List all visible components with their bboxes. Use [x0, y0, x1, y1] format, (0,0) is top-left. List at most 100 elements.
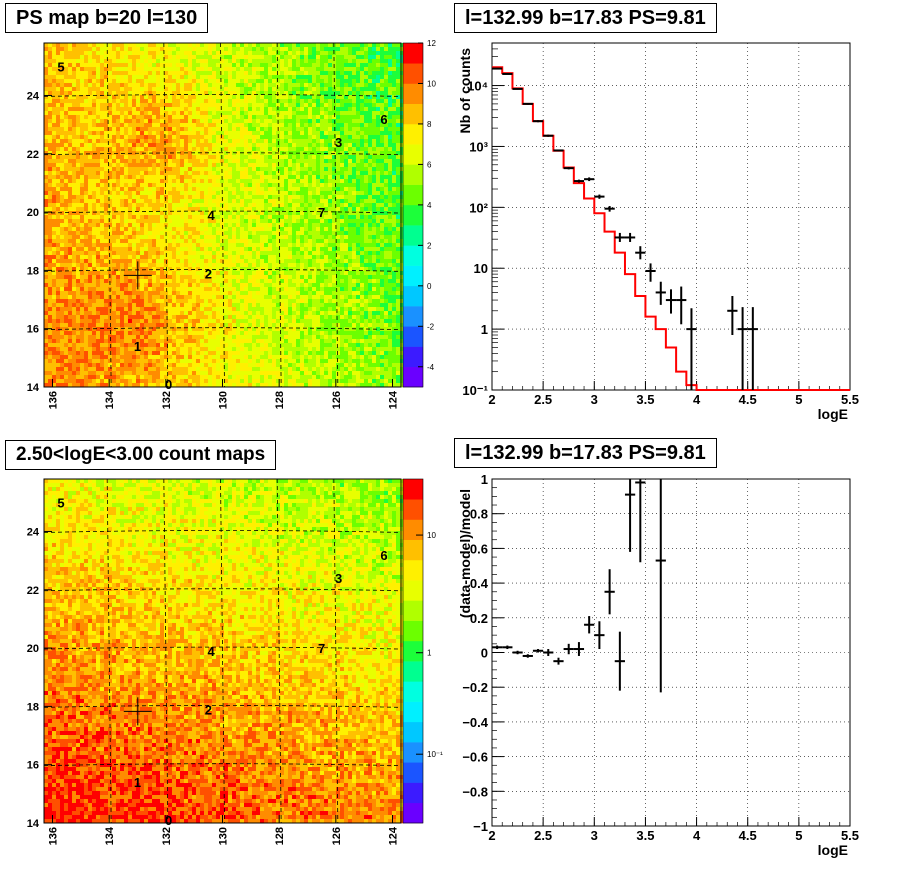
map-cell — [320, 239, 325, 244]
map-cell — [196, 67, 201, 72]
map-cell — [140, 83, 145, 88]
map-cell — [152, 247, 157, 252]
map-cell — [400, 175, 405, 180]
map-cell — [84, 83, 89, 88]
map-cell — [100, 123, 105, 128]
map-cell — [388, 75, 393, 80]
map-cell — [76, 71, 81, 76]
map-cell — [392, 107, 397, 112]
map-cell — [124, 99, 129, 104]
map-cell — [316, 183, 321, 188]
map-cell — [180, 107, 185, 112]
map-cell — [252, 207, 257, 212]
map-cell — [176, 227, 181, 232]
map-cell — [292, 211, 297, 216]
map-cell — [264, 179, 269, 184]
map-cell — [224, 191, 229, 196]
map-cell — [236, 127, 241, 132]
map-cell — [316, 91, 321, 96]
map-cell — [64, 199, 69, 204]
map-cell — [132, 59, 137, 64]
map-cell — [288, 219, 293, 224]
map-cell — [72, 167, 77, 172]
map-cell — [148, 179, 153, 184]
map-cell — [392, 219, 397, 224]
map-cell — [268, 215, 273, 220]
map-cell — [296, 55, 301, 60]
map-cell — [368, 251, 373, 256]
map-cell — [136, 207, 141, 212]
map-cell — [116, 231, 121, 236]
map-cell — [296, 131, 301, 136]
map-cell — [164, 75, 169, 80]
map-cell — [356, 187, 361, 192]
map-cell — [160, 207, 165, 212]
map-cell — [312, 83, 317, 88]
map-cell — [356, 43, 361, 48]
map-cell — [236, 195, 241, 200]
map-cell — [176, 127, 181, 132]
map-cell — [56, 115, 61, 120]
map-cell — [384, 55, 389, 60]
map-cell — [96, 79, 101, 84]
map-cell — [356, 219, 361, 224]
map-cell — [132, 243, 137, 248]
map-cell — [160, 183, 165, 188]
map-cell — [316, 203, 321, 208]
map-cell — [332, 147, 337, 152]
map-cell — [216, 175, 221, 180]
map-cell — [84, 195, 89, 200]
map-cell — [216, 219, 221, 224]
map-cell — [140, 59, 145, 64]
map-cell — [260, 55, 265, 60]
map-cell — [100, 223, 105, 228]
map-cell — [172, 67, 177, 72]
map-cell — [200, 135, 205, 140]
map-cell — [132, 207, 137, 212]
map-cell — [44, 175, 49, 180]
map-cell — [108, 195, 113, 200]
map-cell — [352, 171, 357, 176]
map-cell — [88, 75, 93, 80]
map-cell — [296, 119, 301, 124]
map-cell — [388, 47, 393, 52]
map-cell — [252, 107, 257, 112]
map-cell — [196, 211, 201, 216]
map-cell — [332, 111, 337, 116]
map-cell — [316, 227, 321, 232]
map-cell — [212, 159, 217, 164]
map-cell — [392, 131, 397, 136]
map-cell — [200, 131, 205, 136]
map-cell — [200, 147, 205, 152]
map-cell — [248, 83, 253, 88]
map-cell — [52, 227, 57, 232]
map-cell — [368, 191, 373, 196]
map-cell — [224, 139, 229, 144]
map-cell — [308, 223, 313, 228]
map-cell — [116, 99, 121, 104]
map-cell — [112, 171, 117, 176]
map-cell — [136, 99, 141, 104]
map-cell — [208, 67, 213, 72]
map-cell — [100, 83, 105, 88]
map-cell — [132, 107, 137, 112]
map-cell — [384, 131, 389, 136]
map-cell — [324, 147, 329, 152]
map-cell — [224, 119, 229, 124]
map-cell — [184, 71, 189, 76]
map-cell — [76, 131, 81, 136]
map-cell — [360, 259, 365, 264]
map-cell — [228, 107, 233, 112]
map-cell — [172, 103, 177, 108]
map-cell — [396, 123, 401, 128]
map-cell — [364, 207, 369, 212]
map-cell — [332, 255, 337, 260]
map-cell — [272, 223, 277, 228]
map-cell — [364, 107, 369, 112]
map-cell — [292, 151, 297, 156]
map-cell — [88, 147, 93, 152]
map-cell — [284, 107, 289, 112]
map-cell — [204, 131, 209, 136]
map-cell — [324, 191, 329, 196]
map-cell — [148, 123, 153, 128]
